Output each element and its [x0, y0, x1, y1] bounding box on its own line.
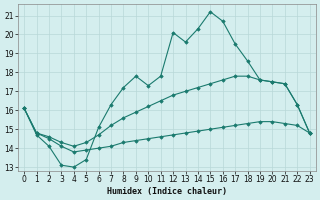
- X-axis label: Humidex (Indice chaleur): Humidex (Indice chaleur): [107, 187, 227, 196]
